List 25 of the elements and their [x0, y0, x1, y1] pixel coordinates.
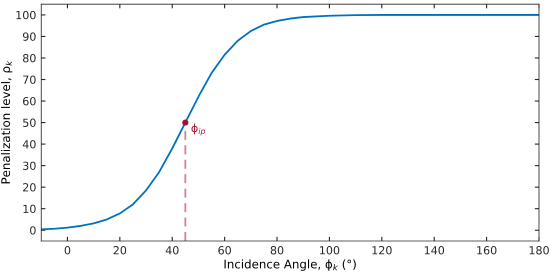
x-tick-label: 160 — [477, 246, 496, 254]
y-tick-label: 100 — [16, 10, 36, 20]
x-tick-label: 0 — [64, 246, 70, 254]
line-series — [41, 14, 539, 230]
y-tick-label: 10 — [23, 204, 36, 214]
y-tick-label: 60 — [23, 97, 36, 106]
y-tick-label: 30 — [23, 162, 36, 170]
x-tick-label: 20 — [114, 246, 126, 254]
x-tick-label: 100 — [320, 246, 340, 254]
y-axis-title: Penalization level, ρ$_{k}$ — [0, 60, 12, 184]
y-tick-label: 40 — [22, 140, 36, 148]
x-axis-title: Incidence Angle, ϕ$_{k}$ (°) — [224, 259, 356, 271]
y-tick-label: 80 — [23, 54, 36, 62]
x-tick-label: 180 — [530, 246, 549, 254]
y-tick-label: 50 — [23, 118, 36, 127]
y-tick-label: 20 — [23, 183, 36, 192]
x-tick-label: 120 — [372, 246, 392, 254]
x-tick-label: 80 — [270, 246, 284, 254]
x-tick-label: 140 — [424, 246, 444, 254]
y-tick-label: 90 — [22, 32, 36, 41]
x-tick-label: 40 — [166, 246, 179, 254]
x-tick-label: 60 — [218, 246, 231, 254]
annotation: ϕ$_{ip}$ — [192, 124, 206, 136]
y-tick-label: 0 — [30, 226, 36, 235]
y-tick-label: 70 — [23, 75, 36, 84]
